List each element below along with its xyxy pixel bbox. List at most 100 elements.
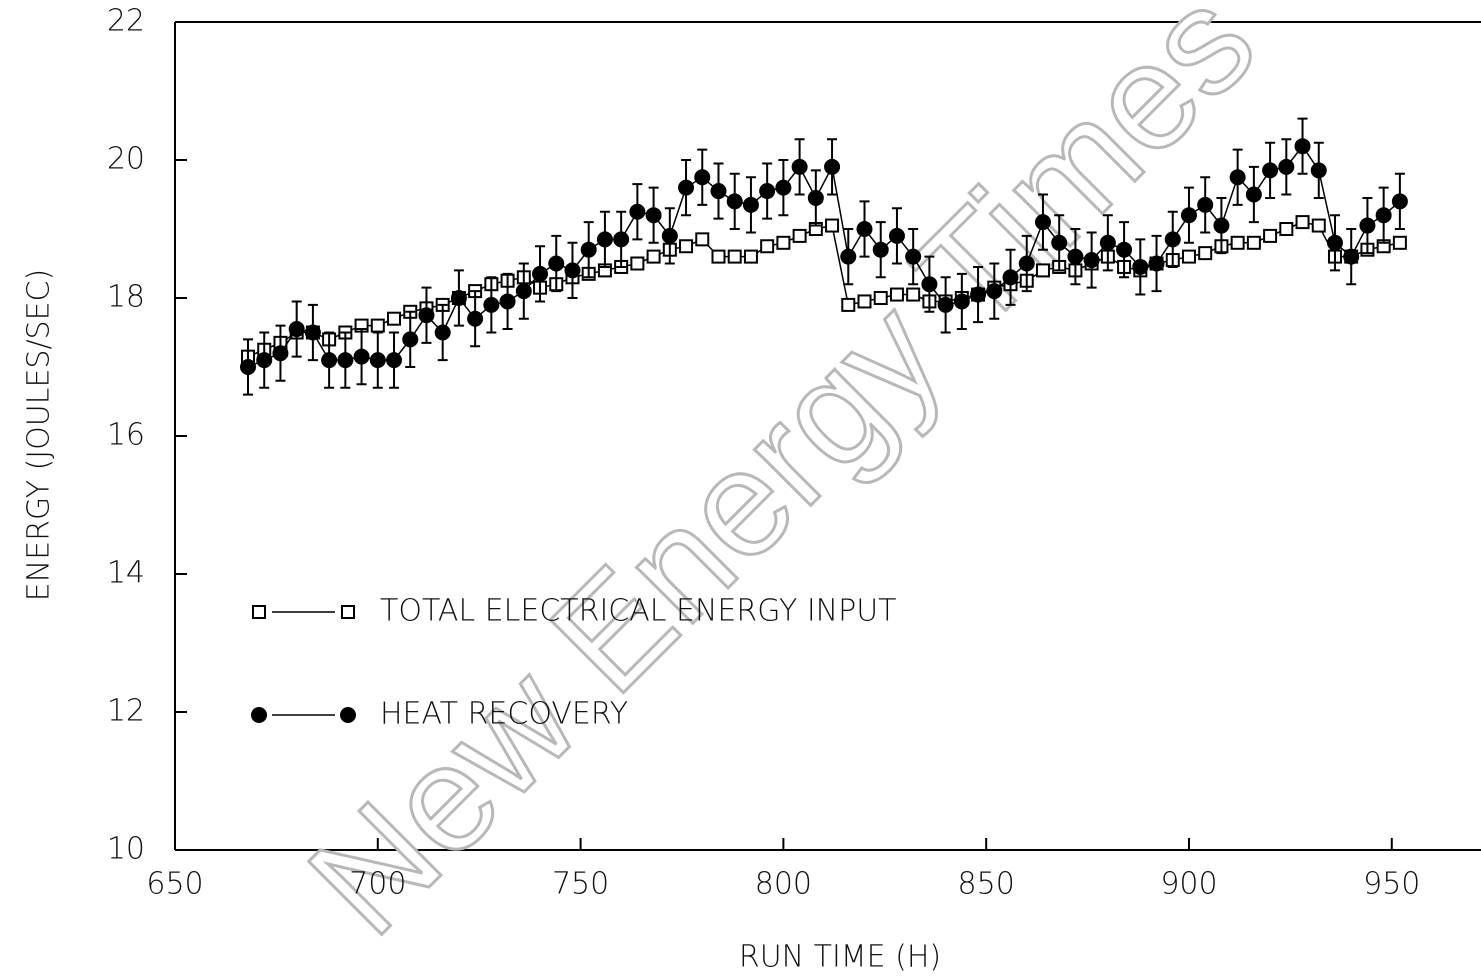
data-point [467, 310, 484, 327]
data-point [825, 218, 840, 233]
data-point [1229, 169, 1246, 186]
data-point [1116, 241, 1133, 258]
data-point [1326, 234, 1343, 251]
data-point [1392, 235, 1407, 250]
data-point [1230, 235, 1245, 250]
x-tick-label: 950 [1363, 867, 1420, 902]
data-point [1311, 218, 1326, 233]
data-point [759, 183, 776, 200]
data-point [1181, 249, 1196, 264]
data-point [742, 196, 759, 213]
data-point [1245, 186, 1262, 203]
data-point [1359, 217, 1376, 234]
data-point [857, 294, 872, 309]
data-point [450, 290, 467, 306]
legend-marker [252, 605, 266, 619]
data-point [694, 169, 711, 186]
data-point [840, 248, 857, 265]
data-point [792, 228, 807, 243]
y-tick-label: 12 [107, 694, 145, 729]
y-tick-label: 18 [107, 280, 145, 315]
data-point [434, 324, 451, 341]
y-tick-label: 20 [107, 142, 145, 177]
legend-marker [341, 605, 355, 619]
y-axis-label: ENERGY (JOULES/SEC) [22, 269, 57, 601]
data-point [240, 359, 257, 375]
watermark: New Energy Times [277, 0, 1286, 966]
data-point [727, 249, 742, 264]
data-point [695, 232, 710, 247]
legend-marker [251, 707, 267, 723]
x-tick-label: 800 [755, 867, 812, 902]
data-point [304, 324, 321, 341]
data-point [386, 352, 403, 369]
x-axis-label: RUN TIME (H) [739, 940, 941, 975]
data-point [1148, 255, 1165, 272]
data-point [418, 307, 435, 324]
data-point [905, 248, 922, 265]
data-point [841, 297, 856, 312]
data-point [1263, 228, 1278, 243]
data-point [824, 158, 841, 175]
data-point [986, 283, 1003, 300]
data-point [1002, 269, 1019, 286]
data-point [256, 352, 273, 369]
data-point [1294, 138, 1311, 155]
data-point [630, 256, 645, 271]
data-point [775, 179, 792, 196]
data-point [1279, 222, 1294, 236]
legend-label: TOTAL ELECTRICAL ENERGY INPUT [380, 594, 897, 629]
data-point [1051, 234, 1068, 251]
data-point [710, 183, 727, 200]
data-point [548, 255, 565, 272]
data-point [596, 231, 613, 248]
data-point [856, 221, 873, 237]
data-point [288, 321, 305, 338]
data-point [580, 241, 597, 258]
data-point [1099, 234, 1116, 251]
data-point [515, 283, 532, 300]
data-point [272, 345, 289, 362]
data-point [679, 239, 694, 254]
data-point [1278, 158, 1295, 175]
data-point [645, 207, 662, 224]
data-point [370, 318, 385, 333]
legend-label: HEAT RECOVERY [380, 697, 628, 732]
data-point [321, 352, 338, 369]
data-point [402, 331, 419, 348]
data-point [564, 262, 581, 279]
data-point [1391, 193, 1408, 210]
legend-marker [340, 707, 356, 723]
data-point [743, 249, 758, 264]
data-point [791, 158, 808, 175]
data-point [807, 189, 824, 206]
x-tick-label: 900 [1160, 867, 1217, 902]
data-point [629, 203, 646, 220]
x-tick-label: 750 [552, 867, 609, 902]
data-point [872, 241, 889, 258]
data-point [661, 227, 678, 244]
data-point [1180, 207, 1197, 224]
data-point [711, 249, 726, 264]
data-point [1018, 255, 1035, 272]
data-point [1262, 162, 1279, 179]
x-tick-label: 700 [349, 867, 406, 902]
data-point [1198, 246, 1213, 261]
data-point [1132, 258, 1149, 275]
data-point [1246, 235, 1261, 250]
data-point [1164, 231, 1181, 248]
data-point [337, 352, 354, 369]
data-point [646, 249, 661, 264]
data-point [889, 287, 904, 302]
data-point [1067, 248, 1084, 265]
data-point [1343, 248, 1360, 265]
data-point [1197, 196, 1214, 213]
data-point [873, 291, 888, 305]
data-point [1295, 215, 1310, 230]
data-point [353, 348, 370, 365]
data-point [1034, 214, 1051, 231]
data-point [1310, 162, 1327, 179]
data-point [1035, 263, 1050, 278]
